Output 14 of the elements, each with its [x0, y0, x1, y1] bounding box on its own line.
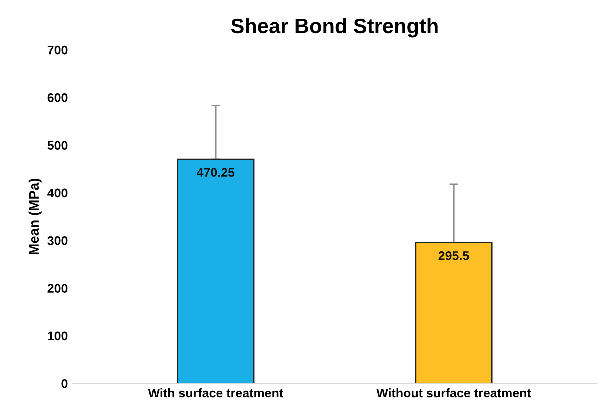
y-tick-label: 300 — [48, 236, 68, 246]
x-tick-label: Without surface treatment — [376, 388, 532, 398]
y-tick-label: 500 — [48, 141, 68, 150]
y-tick-label: 600 — [48, 94, 68, 102]
y-tick-label: 400 — [48, 188, 68, 198]
data-label: 470.25 — [196, 168, 235, 178]
y-tick-label: 200 — [48, 284, 68, 293]
chart-title: Shear Bond Strength — [231, 18, 438, 38]
y-tick-label: 0 — [62, 379, 68, 388]
y-tick-label: 700 — [48, 46, 68, 55]
y-axis-title: Mean (MPa) — [28, 178, 42, 254]
x-tick-label: With surface treatment — [148, 388, 284, 398]
data-label: 295.5 — [438, 251, 470, 260]
y-tick-label: 100 — [48, 332, 68, 341]
